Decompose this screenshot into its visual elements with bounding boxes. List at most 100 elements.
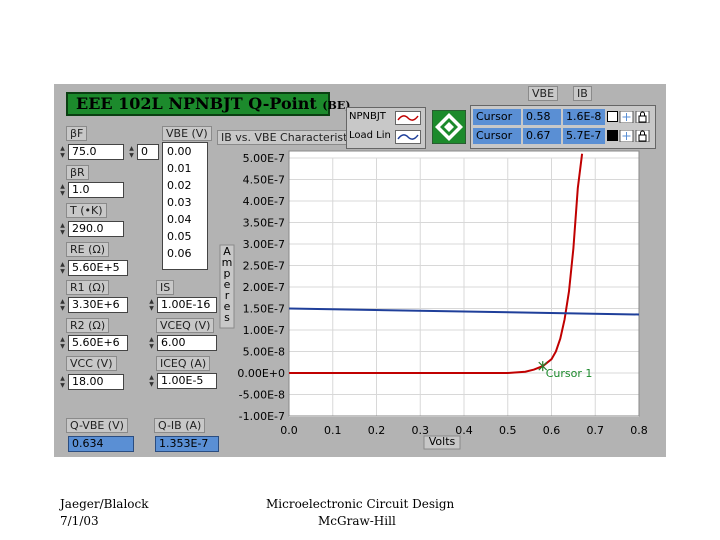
y-tick-label: 2.50E-7 [243, 260, 285, 273]
y-tick-label: 2.00E-7 [243, 281, 285, 294]
x-tick-label: 0.7 [587, 424, 605, 437]
r2-spinner[interactable]: ▲ ▼ [60, 336, 65, 350]
vbe-index-spinner[interactable]: ▲ ▼ [129, 145, 134, 159]
is-spinner[interactable]: ▲ ▼ [149, 298, 154, 312]
is-field[interactable]: 1.00E-16 [157, 297, 217, 313]
y-tick-label: 5.00E-7 [243, 152, 285, 165]
r1-field[interactable]: 3.30E+6 [68, 297, 128, 313]
vcc-label: VCC (V) [66, 356, 117, 371]
cursor-panel: Cursor 0.58 1.6E-8 Cursor 0.67 5.7E-7 [470, 105, 656, 149]
legend-load-line: Load Lin [349, 130, 391, 141]
legend-npnbjt: NPNBJT [349, 111, 386, 122]
vbe-list-item[interactable]: 0.01 [167, 162, 192, 175]
cursor-2-name: Cursor [473, 128, 521, 144]
x-axis-label-box [423, 435, 461, 450]
load-line [289, 307, 639, 316]
vcc-field[interactable]: 18.00 [68, 374, 124, 390]
graph-title: IB vs. VBE Characteristic [217, 130, 360, 145]
title-main: EEE 102L NPNBJT Q-Point [76, 94, 317, 113]
y-tick-label: 3.00E-7 [243, 238, 285, 251]
cursor-1-marker [538, 361, 548, 372]
is-label: IS [156, 280, 175, 295]
cursor-1-ib: 1.6E-8 [563, 109, 605, 125]
legend-npnbjt-swatch [395, 111, 421, 125]
iceq-label: ICEQ (A) [156, 356, 211, 371]
cursor-row-1[interactable]: Cursor 0.58 1.6E-8 [473, 109, 653, 125]
footer-publisher: McGraw-Hill [318, 514, 396, 528]
x-tick-label: 0.4 [455, 424, 473, 437]
vbe-list-item[interactable]: 0.06 [167, 247, 192, 260]
y-tick-label: 1.00E-7 [243, 324, 285, 337]
cursor-row-2[interactable]: Cursor 0.67 5.7E-7 [473, 128, 653, 144]
plot-legend[interactable]: NPNBJT Load Lin [346, 107, 426, 149]
y-axis-label-box [219, 244, 235, 329]
y-tick-label: 3.50E-7 [243, 217, 285, 230]
cursor-col-vbe: VBE [528, 86, 559, 101]
vbe-index-field[interactable]: 0 [137, 144, 159, 160]
cursor-1-label: Cursor 1 [546, 367, 593, 380]
vbe-list-item[interactable]: 0.02 [167, 179, 192, 192]
re-field[interactable]: 5.60E+5 [68, 260, 128, 276]
footer-book-title: Microelectronic Circuit Design [266, 497, 455, 511]
iceq-field[interactable]: 1.00E-5 [157, 373, 217, 389]
r2-field[interactable]: 5.60E+6 [68, 335, 128, 351]
q-ib-label: Q-IB (A) [154, 418, 206, 433]
beta-f-label: βF [66, 126, 88, 141]
vcc-spinner[interactable]: ▲ ▼ [60, 375, 65, 389]
temp-spinner[interactable]: ▲ ▼ [60, 222, 65, 236]
cursor-col-ib: IB [573, 86, 592, 101]
beta-r-field[interactable]: 1.0 [68, 182, 124, 198]
y-tick-label: 4.00E-7 [243, 195, 285, 208]
legend-load-line-swatch [395, 130, 421, 144]
x-tick-label: 0.3 [412, 424, 430, 437]
cursor-1-controls[interactable] [607, 111, 651, 123]
title-suffix: (BE) [322, 99, 351, 112]
x-axis-label: Volts [429, 435, 456, 448]
y-tick-label: 4.50E-7 [243, 174, 285, 187]
footer-author: Jaeger/Blalock [60, 497, 149, 511]
vbe-list-item[interactable]: 0.03 [167, 196, 192, 209]
cursor-1-vbe: 0.58 [523, 109, 561, 125]
y-tick-label: 1.50E-7 [243, 303, 285, 316]
cursor-2-ib: 5.7E-7 [563, 128, 605, 144]
cursor-2-controls[interactable] [607, 130, 651, 142]
x-tick-label: 0.8 [630, 424, 648, 437]
vceq-field[interactable]: 6.00 [157, 335, 217, 351]
y-tick-label: 5.00E-8 [243, 346, 285, 359]
beta-f-spinner[interactable]: ▲ ▼ [60, 145, 65, 159]
x-tick-label: 0.2 [368, 424, 386, 437]
y-tick-label: -1.00E-7 [239, 410, 285, 423]
r1-spinner[interactable]: ▲ ▼ [60, 298, 65, 312]
cursor-1-name: Cursor [473, 109, 521, 125]
x-tick-label: 0.5 [499, 424, 517, 437]
y-tick-label: 0.00E+0 [237, 367, 285, 380]
vbe-listbox[interactable]: 0.00 0.01 0.02 0.03 0.04 0.05 0.06 [162, 142, 208, 270]
plot-frame [288, 150, 640, 417]
temp-field[interactable]: 290.0 [68, 221, 124, 237]
beta-f-field[interactable]: 75.0 [68, 144, 124, 160]
vbe-list-item[interactable]: 0.04 [167, 213, 192, 226]
x-tick-label: 0.6 [543, 424, 561, 437]
vceq-label: VCEQ (V) [156, 318, 215, 333]
panel-title: EEE 102L NPNBJT Q-Point (BE) [66, 92, 350, 116]
r2-label: R2 (Ω) [66, 318, 110, 333]
iceq-spinner[interactable]: ▲ ▼ [149, 374, 154, 388]
temp-label: T (•K) [66, 203, 107, 218]
vbe-list-label: VBE (V) [162, 126, 212, 141]
beta-r-spinner[interactable]: ▲ ▼ [60, 183, 65, 197]
beta-r-label: βR [66, 165, 89, 180]
re-label: RE (Ω) [66, 242, 110, 257]
x-tick-label: 0.1 [324, 424, 342, 437]
vbe-list-item[interactable]: 0.00 [167, 145, 192, 158]
vbe-list-item[interactable]: 0.05 [167, 230, 192, 243]
q-ib-indicator: 1.353E-7 [155, 436, 219, 452]
graph-palette-icon[interactable] [432, 110, 466, 144]
vceq-spinner[interactable]: ▲ ▼ [149, 336, 154, 350]
y-tick-label: -5.00E-8 [239, 389, 285, 402]
q-vbe-label: Q-VBE (V) [66, 418, 128, 433]
q-vbe-indicator: 0.634 [68, 436, 134, 452]
re-spinner[interactable]: ▲ ▼ [60, 261, 65, 275]
npnbjt-curve [289, 153, 584, 374]
